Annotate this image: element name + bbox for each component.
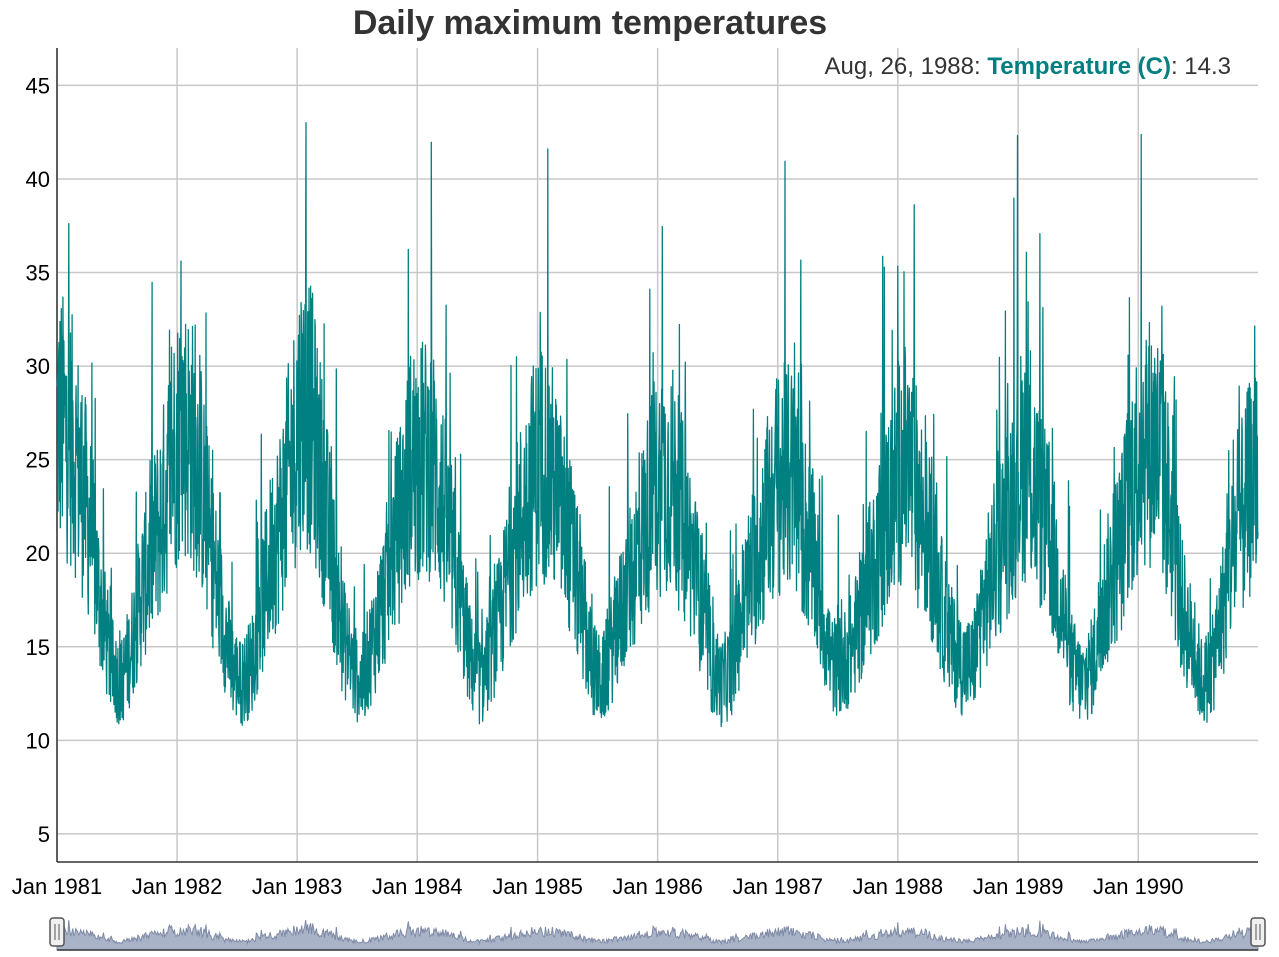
x-tick-labels: Jan 1981 Jan 1982 Jan 1983 Jan 1984 Jan 1985… [12,874,1184,899]
range-selector[interactable] [49,912,1266,951]
x-tick-label: Jan 1986 [612,874,703,899]
legend-date: Aug, 26, 1988 [825,53,974,80]
series-line-temperature[interactable] [56,122,1259,728]
range-handle-left[interactable] [49,917,65,947]
axes [56,48,1258,863]
legend-colon-1: : [974,53,987,80]
legend-value: 14.3 [1184,53,1231,80]
legend-series-name: Temperature (C) [987,53,1171,80]
legend-colon-2: : [1171,53,1184,80]
x-tick-label: Jan 1990 [1093,874,1184,899]
chart-title: Daily maximum temperatures [353,4,827,42]
x-tick-label: Jan 1985 [492,874,583,899]
y-tick-label: 40 [26,167,50,192]
y-tick-label: 30 [26,354,50,379]
x-tick-label: Jan 1988 [853,874,944,899]
y-tick-label: 10 [26,728,50,753]
x-tick-label: Jan 1984 [372,874,463,899]
x-tick-label: Jan 1989 [973,874,1064,899]
legend: Aug, 26, 1988: Temperature (C): 14.3 [825,53,1231,80]
y-tick-label: 20 [26,541,50,566]
x-tick-label: Jan 1987 [732,874,823,899]
range-selector-area [56,919,1259,951]
y-tick-labels: 5 10 15 20 25 30 35 40 45 [26,73,50,847]
y-tick-label: 25 [26,448,50,473]
grid [56,48,1258,862]
x-tick-label: Jan 1983 [252,874,343,899]
x-tick-label: Jan 1982 [132,874,223,899]
x-tick-label: Jan 1981 [12,874,103,899]
range-handle-right[interactable] [1250,917,1266,947]
y-tick-label: 5 [38,822,50,847]
y-tick-label: 15 [26,635,50,660]
y-tick-label: 45 [26,73,50,98]
y-tick-label: 35 [26,261,50,286]
